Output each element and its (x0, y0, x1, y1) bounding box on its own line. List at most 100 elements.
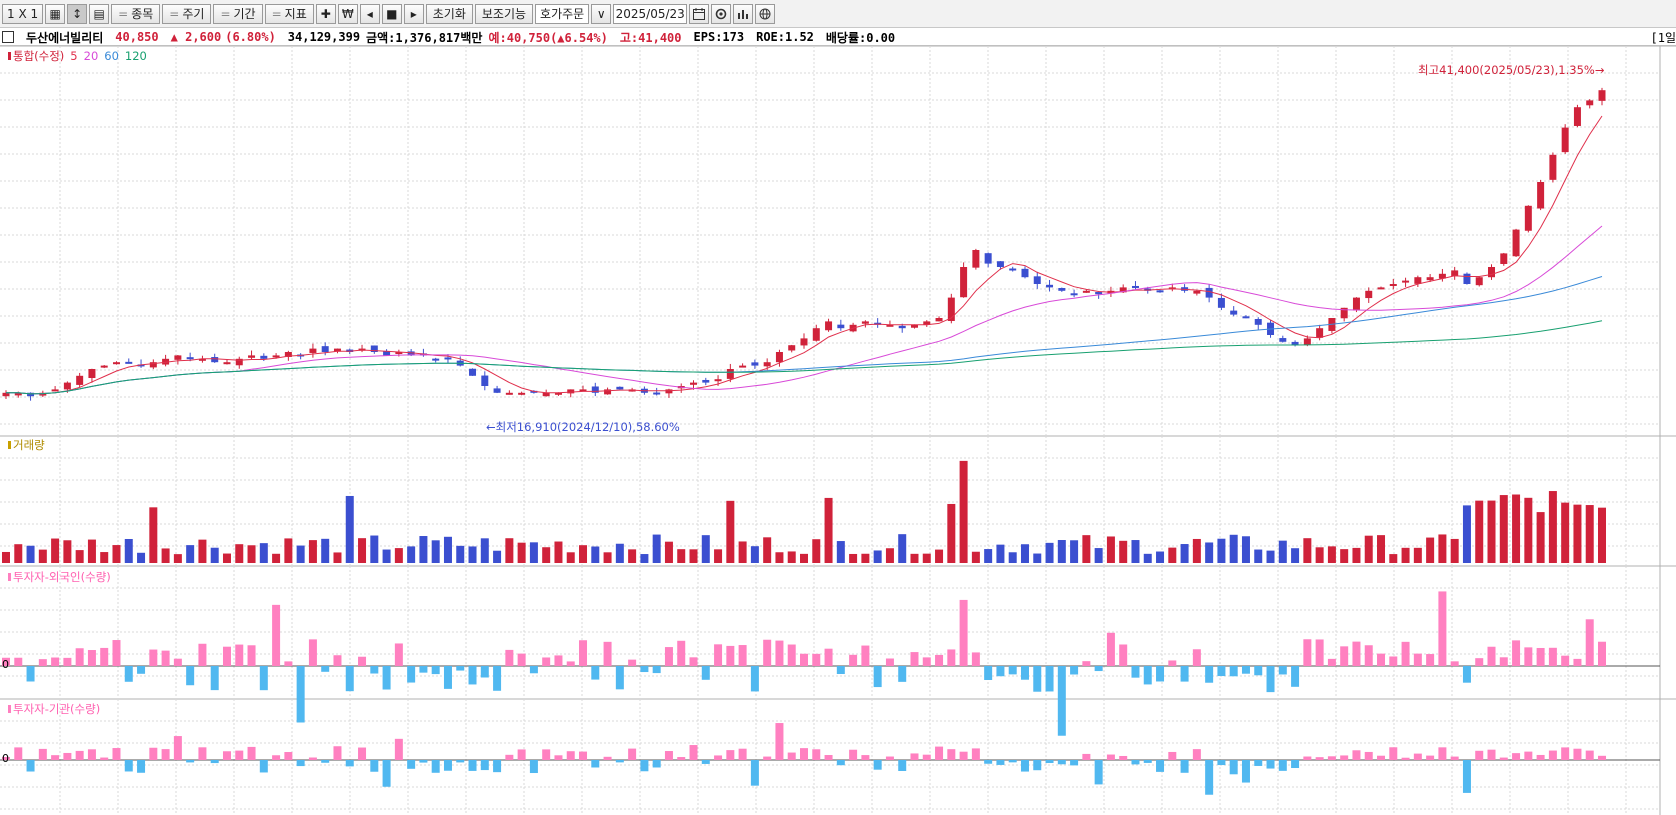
select-checkbox[interactable] (2, 31, 14, 43)
institution-bar (1438, 747, 1447, 760)
volume-bar (1327, 546, 1336, 563)
candle-body (739, 365, 747, 368)
bar-chart-icon[interactable] (733, 3, 754, 24)
order-combo[interactable]: 호가주문 (535, 3, 590, 24)
institution-bar (800, 748, 808, 760)
institution-bar (1278, 760, 1287, 771)
volume-bar (382, 549, 391, 563)
chevron-down-icon[interactable]: ∨ (591, 3, 612, 24)
stop-button[interactable]: ■ (381, 3, 402, 24)
volume-bar (87, 539, 96, 563)
candle-body (162, 358, 170, 365)
institution-bar (1266, 760, 1275, 769)
institution-bar (1364, 751, 1373, 760)
volume-bar (689, 549, 698, 563)
candle-body (174, 355, 182, 360)
volume-bar (1573, 504, 1582, 563)
institution-bar (652, 760, 661, 768)
candle-body (321, 346, 329, 352)
foreign-bar (284, 661, 293, 666)
calendar-icon[interactable] (689, 3, 710, 24)
volume-bar (1057, 540, 1066, 563)
volume-bar (787, 551, 796, 563)
foreign-bar (763, 639, 772, 666)
foreign-bar (235, 644, 244, 666)
candle-body (272, 355, 280, 358)
cycle-button[interactable]: = 주기 (162, 3, 212, 24)
institution-bar (1070, 760, 1079, 766)
move-icon[interactable]: ✚ (315, 3, 336, 24)
foreign-bar (505, 649, 514, 666)
candle-body (1389, 284, 1397, 286)
item-button[interactable]: = 종목 (111, 3, 161, 24)
institution-bar (1192, 749, 1201, 760)
institution-pane-title: 투자자-기관(수량) (13, 702, 101, 716)
candle-body (407, 351, 415, 356)
foreign-bar (345, 666, 354, 692)
institution-bar (345, 760, 354, 767)
candle-body (39, 392, 47, 396)
foreign-bar (701, 666, 710, 680)
foreign-bar (787, 644, 796, 666)
order-label: 호가주문 (540, 7, 585, 21)
institution-bar (1057, 760, 1066, 765)
foreign-bar (640, 666, 649, 673)
foreign-bar (259, 666, 268, 691)
institution-bar (947, 749, 956, 760)
expected-price: 예:40,750(▲6.54%) (488, 30, 608, 45)
candle-body (27, 392, 35, 397)
won-icon[interactable]: ₩ (337, 3, 358, 24)
foreign-bar (137, 666, 146, 674)
institution-bar (971, 748, 980, 760)
institution-bar (296, 760, 305, 767)
foreign-bar (652, 666, 661, 674)
foreign-bar (370, 666, 379, 674)
foreign-bar (603, 641, 612, 666)
period-button[interactable]: = 기간 (213, 3, 263, 24)
volume-bar (554, 541, 563, 563)
foreign-bar (1045, 666, 1054, 692)
next-button[interactable]: ▸ (403, 3, 424, 24)
institution-bar (333, 746, 342, 760)
institution-bar (1020, 760, 1029, 772)
volume-bar (750, 546, 759, 563)
institution-bar (628, 748, 637, 760)
foreign-bar (198, 643, 207, 666)
foreign-bar (1327, 658, 1336, 666)
institution-bar (959, 751, 968, 760)
globe-icon[interactable] (755, 3, 776, 24)
volume-bar (75, 550, 84, 563)
volume-bar (800, 553, 808, 563)
foreign-bar (112, 640, 121, 666)
foreign-bar (677, 640, 686, 666)
ma5-label: 5 (70, 49, 78, 63)
volume-bar (628, 549, 637, 563)
prev-button[interactable]: ◂ (359, 3, 380, 24)
foreign-bar (800, 653, 808, 666)
candle-body (1500, 253, 1508, 264)
indicator-button[interactable]: = 지표 (264, 3, 314, 24)
stock-name[interactable]: 두산에너빌리티 (26, 30, 104, 45)
foreign-bar (836, 666, 845, 675)
volume-bar (1548, 491, 1557, 563)
candle-body (1451, 270, 1459, 277)
volume-bar (984, 549, 993, 563)
aux-function-button[interactable]: 보조기능 (474, 3, 534, 24)
institution-bar (1573, 748, 1582, 760)
foreign-bar (1266, 666, 1275, 693)
gear-icon[interactable] (711, 3, 732, 24)
institution-bar (1291, 760, 1300, 769)
split-layout-button[interactable]: ↕ (67, 3, 88, 24)
institution-bar (394, 738, 403, 760)
grid-layout-button[interactable]: ▦ (45, 3, 66, 24)
foreign-pane-title: 투자자-외국인(수량) (13, 570, 111, 584)
date-input[interactable]: 2025/05/23 (613, 3, 688, 24)
volume-bar (100, 552, 109, 563)
table-layout-button[interactable]: ▤ (89, 3, 110, 24)
toolbar: 1 X 1 ▦ ↕ ▤ = 종목 = 주기 = 기간 = 지표 ✚ ₩ ◂ ■ ▸ 초기… (0, 0, 1676, 28)
reset-button[interactable]: 초기화 (425, 3, 473, 24)
institution-bar (1352, 750, 1361, 760)
layout-1x1-button[interactable]: 1 X 1 (2, 3, 44, 24)
foreign-bar (296, 666, 305, 723)
